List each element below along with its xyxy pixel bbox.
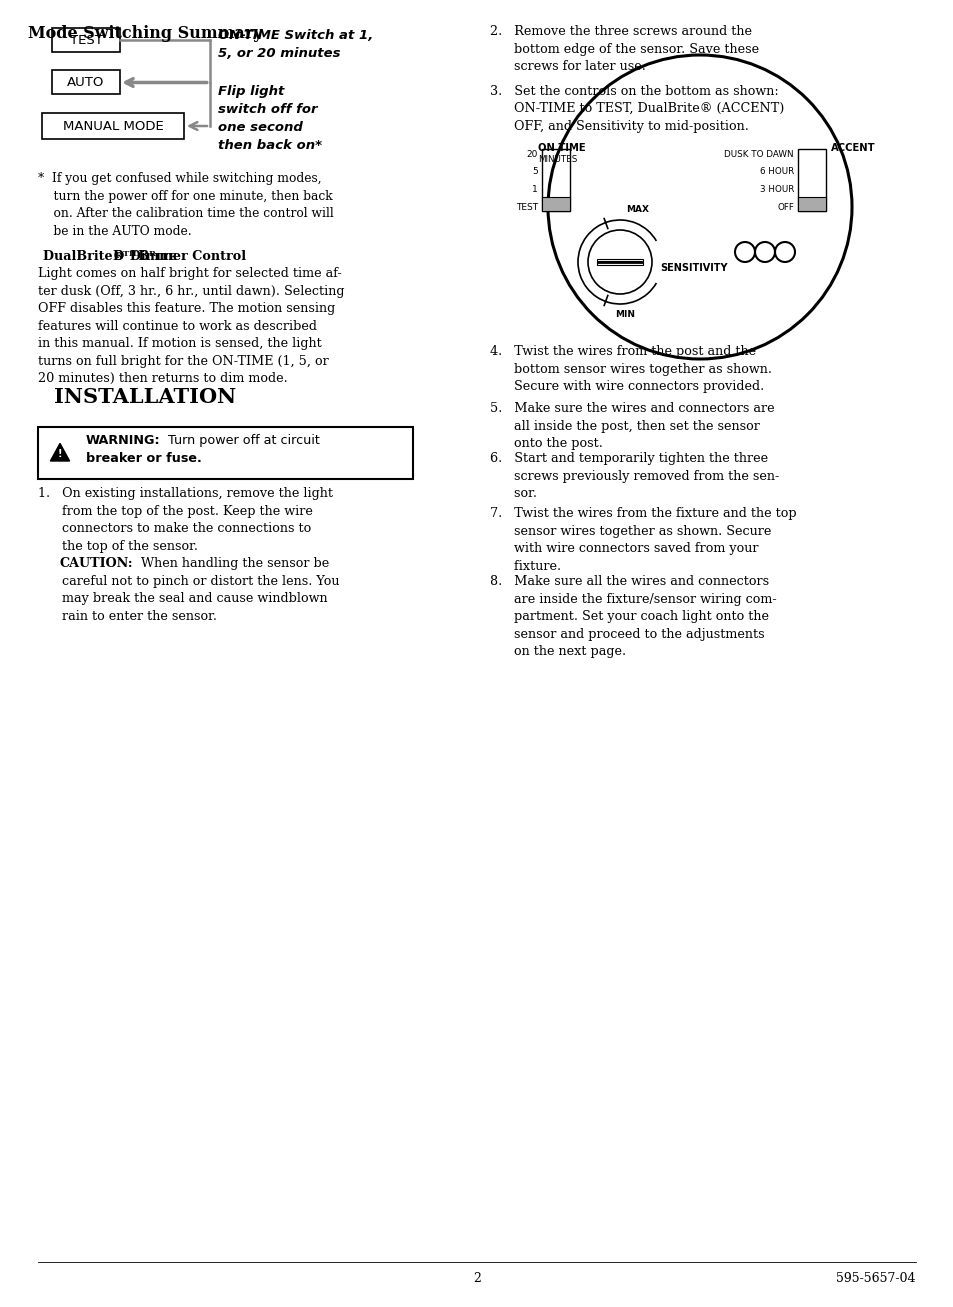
Text: 6 HOUR: 6 HOUR xyxy=(759,166,793,175)
Text: OFF disables this feature. The motion sensing: OFF disables this feature. The motion se… xyxy=(38,302,335,315)
Text: ON-TIME Switch at 1,: ON-TIME Switch at 1, xyxy=(218,29,373,42)
Text: careful not to pinch or distort the lens. You: careful not to pinch or distort the lens… xyxy=(38,575,339,588)
Text: partment. Set your coach light onto the: partment. Set your coach light onto the xyxy=(490,610,768,623)
Text: sor.: sor. xyxy=(490,488,537,501)
Text: ON TIME: ON TIME xyxy=(537,142,585,153)
Text: DUSK TO DAWN: DUSK TO DAWN xyxy=(723,149,793,158)
Text: OFF: OFF xyxy=(777,203,793,212)
Bar xyxy=(797,197,825,210)
Text: turns on full bright for the ON-TIME (1, 5, or: turns on full bright for the ON-TIME (1,… xyxy=(38,354,329,367)
Text: features will continue to work as described: features will continue to work as descri… xyxy=(38,319,316,332)
Text: 2.   Remove the three screws around the: 2. Remove the three screws around the xyxy=(490,25,751,38)
Text: *  If you get confused while switching modes,: * If you get confused while switching mo… xyxy=(38,173,321,186)
Text: 2: 2 xyxy=(473,1272,480,1285)
Text: 1: 1 xyxy=(532,184,537,193)
Text: MIN: MIN xyxy=(615,310,635,319)
Text: INSTALLATION: INSTALLATION xyxy=(53,387,236,406)
Text: with wire connectors saved from your: with wire connectors saved from your xyxy=(490,542,758,555)
Text: be in the AUTO mode.: be in the AUTO mode. xyxy=(38,225,192,238)
Text: SENSITIVITY: SENSITIVITY xyxy=(659,263,727,273)
Text: the top of the sensor.: the top of the sensor. xyxy=(38,540,198,553)
Text: onto the post.: onto the post. xyxy=(490,437,602,450)
Text: 8.   Make sure all the wires and connectors: 8. Make sure all the wires and connector… xyxy=(490,575,768,588)
Text: Flip light: Flip light xyxy=(218,85,284,98)
Bar xyxy=(597,259,642,265)
Text: 595-5657-04: 595-5657-04 xyxy=(836,1272,915,1285)
Text: switch off for: switch off for xyxy=(218,103,317,116)
Text: in this manual. If motion is sensed, the light: in this manual. If motion is sensed, the… xyxy=(38,337,321,350)
Text: on the next page.: on the next page. xyxy=(490,644,625,657)
Text: Mode Switching Summary: Mode Switching Summary xyxy=(28,25,262,42)
Bar xyxy=(797,149,825,210)
Bar xyxy=(38,427,413,478)
Text: ON-TIME to TEST, DualBrite® (ACCENT): ON-TIME to TEST, DualBrite® (ACCENT) xyxy=(490,102,783,115)
Text: 3 HOUR: 3 HOUR xyxy=(759,184,793,193)
Text: all inside the post, then set the sensor: all inside the post, then set the sensor xyxy=(490,420,760,433)
Text: fixture.: fixture. xyxy=(490,559,560,572)
Text: turn the power off for one minute, then back: turn the power off for one minute, then … xyxy=(38,190,333,203)
Text: Light comes on half bright for selected time af-: Light comes on half bright for selected … xyxy=(38,267,341,280)
Circle shape xyxy=(587,230,651,294)
Text: AUTO: AUTO xyxy=(68,76,105,89)
Text: DᵁᴵᴸBᴿɪᴛᴇ: DᵁᴵᴸBᴿɪᴛᴇ xyxy=(112,250,177,263)
Text: rain to enter the sensor.: rain to enter the sensor. xyxy=(38,609,216,622)
Bar xyxy=(52,27,120,52)
Bar xyxy=(541,197,569,210)
Text: CAUTION:: CAUTION: xyxy=(60,557,133,570)
Text: 20 minutes) then returns to dim mode.: 20 minutes) then returns to dim mode. xyxy=(38,372,288,386)
Text: are inside the fixture/sensor wiring com-: are inside the fixture/sensor wiring com… xyxy=(490,592,776,605)
Polygon shape xyxy=(51,443,70,461)
Text: sensor wires together as shown. Secure: sensor wires together as shown. Secure xyxy=(490,524,771,537)
Text: Turn power off at circuit: Turn power off at circuit xyxy=(168,434,319,447)
Text: 6.   Start and temporarily tighten the three: 6. Start and temporarily tighten the thr… xyxy=(490,452,767,465)
Text: MAX: MAX xyxy=(625,205,648,214)
Text: 5: 5 xyxy=(532,166,537,175)
Text: MANUAL MODE: MANUAL MODE xyxy=(63,119,163,132)
Text: 5.   Make sure the wires and connectors are: 5. Make sure the wires and connectors ar… xyxy=(490,403,774,416)
Text: connectors to make the connections to: connectors to make the connections to xyxy=(38,521,311,535)
Text: When handling the sensor be: When handling the sensor be xyxy=(137,557,329,570)
Text: breaker or fuse.: breaker or fuse. xyxy=(86,451,201,464)
Bar xyxy=(52,71,120,94)
Text: may break the seal and cause windblown: may break the seal and cause windblown xyxy=(38,592,327,605)
Text: Secure with wire connectors provided.: Secure with wire connectors provided. xyxy=(490,380,763,393)
Text: WARNING:: WARNING: xyxy=(86,434,160,447)
Text: on. After the calibration time the control will: on. After the calibration time the contr… xyxy=(38,207,334,220)
Text: !: ! xyxy=(58,450,62,459)
Text: 20: 20 xyxy=(526,149,537,158)
Text: ACCENT: ACCENT xyxy=(830,142,875,153)
Text: one second: one second xyxy=(218,122,302,135)
Text: MINUTES: MINUTES xyxy=(537,156,577,163)
Text: 7.   Twist the wires from the fixture and the top: 7. Twist the wires from the fixture and … xyxy=(490,507,796,520)
Text: TEST: TEST xyxy=(70,34,102,47)
Text: 5, or 20 minutes: 5, or 20 minutes xyxy=(218,47,340,60)
Text: ter dusk (Off, 3 hr., 6 hr., until dawn). Selecting: ter dusk (Off, 3 hr., 6 hr., until dawn)… xyxy=(38,285,344,298)
Text: 4.   Twist the wires from the post and the: 4. Twist the wires from the post and the xyxy=(490,345,756,358)
Text: TEST: TEST xyxy=(516,203,537,212)
Text: screws previously removed from the sen-: screws previously removed from the sen- xyxy=(490,469,779,482)
Circle shape xyxy=(547,55,851,359)
Text: sensor and proceed to the adjustments: sensor and proceed to the adjustments xyxy=(490,627,763,640)
Text: screws for later use.: screws for later use. xyxy=(490,60,645,73)
Text: bottom edge of the sensor. Save these: bottom edge of the sensor. Save these xyxy=(490,43,759,55)
Bar xyxy=(541,149,569,210)
Text: 3.   Set the controls on the bottom as shown:: 3. Set the controls on the bottom as sho… xyxy=(490,85,778,98)
Text: then back on*: then back on* xyxy=(218,139,322,152)
Text: 1.   On existing installations, remove the light: 1. On existing installations, remove the… xyxy=(38,488,333,501)
Text: OFF, and Sensitivity to mid-position.: OFF, and Sensitivity to mid-position. xyxy=(490,119,748,132)
Bar xyxy=(42,112,184,139)
Text: bottom sensor wires together as shown.: bottom sensor wires together as shown. xyxy=(490,362,771,375)
Text: from the top of the post. Keep the wire: from the top of the post. Keep the wire xyxy=(38,505,313,518)
Text: DualBrite® Dimmer Control: DualBrite® Dimmer Control xyxy=(44,250,246,263)
